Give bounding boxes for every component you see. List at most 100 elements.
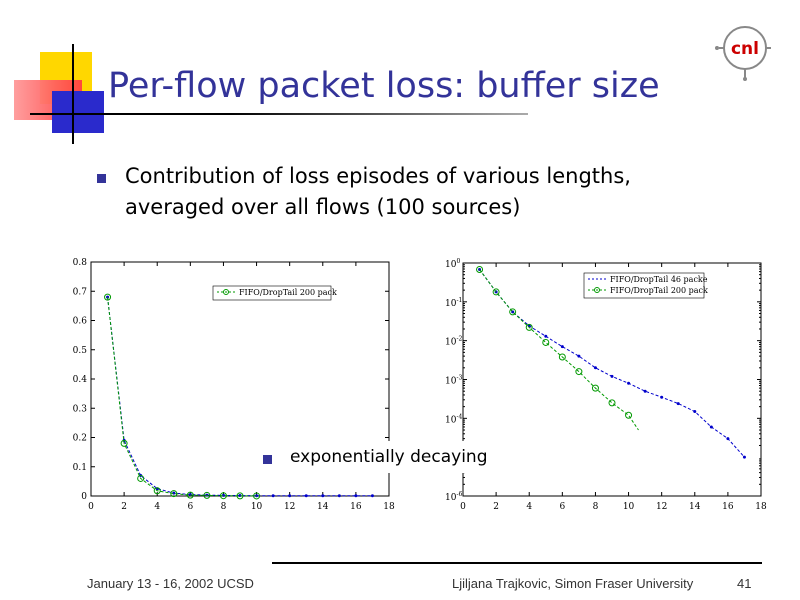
data-point [660,395,664,399]
y-tick-label: 10-1 [445,297,462,309]
bullet-marker [97,174,106,183]
series-line [107,297,257,497]
footer-date: January 13 - 16, 2002 UCSD [87,576,254,591]
x-tick-label: 18 [755,502,767,512]
x-tick-label: 16 [722,502,734,512]
data-point [271,494,275,498]
deco-vertical-line [72,44,74,144]
y-tick-label: 0.6 [73,317,88,327]
data-point [104,293,112,301]
data-point [153,487,161,495]
y-tick-label: 0.1 [73,463,87,473]
data-point [337,494,341,498]
x-tick-label: 4 [526,502,532,512]
x-tick-label: 14 [317,502,329,512]
data-point [558,353,566,361]
y-tick-label: 0.4 [73,375,88,385]
legend-box [583,272,705,299]
data-point [304,494,308,498]
x-tick-label: 2 [121,502,127,512]
data-point [643,389,647,393]
y-tick-label: 10-2 [445,336,462,348]
logo-text: cnl [731,39,759,59]
data-point [544,334,548,338]
title-underline [30,113,528,115]
x-tick-label: 4 [154,502,160,512]
data-point [288,494,292,498]
deco-blue-square [52,91,104,133]
x-tick-label: 8 [593,502,599,512]
data-point [219,492,227,500]
legend-box [212,285,332,301]
x-tick-label: 6 [559,502,565,512]
legend-marker [594,287,600,293]
footer-author: Ljiljana Trajkovic, Simon Fraser Univers… [452,576,694,591]
y-tick-label: 0.5 [73,346,88,356]
footer-page: 41 [737,576,752,591]
data-point [726,437,730,441]
data-point [627,381,631,385]
x-tick-label: 10 [623,502,635,512]
y-tick-label: 0.8 [73,258,88,268]
data-point [476,266,484,274]
bullet-text-main: Contribution of loss episodes of various… [125,164,631,219]
data-point [625,411,633,419]
y-tick-label: 0.3 [73,404,88,414]
x-tick-label: 12 [656,502,667,512]
data-point [120,439,128,447]
data-point [575,368,583,376]
data-point [610,374,614,378]
x-tick-label: 0 [88,502,94,512]
data-point [236,492,244,500]
data-point [370,494,374,498]
data-point [709,425,713,429]
data-point [577,354,581,358]
legend-entry: FIFO/DropTail 200 pack [610,286,708,295]
legend-entry: FIFO/DropTail 46 packe [610,275,708,284]
footer-line [272,562,762,564]
y-tick-label: 0.2 [73,434,87,444]
y-tick-label: 0 [81,492,87,502]
chart-linear: 0 2 4 6 8 10 12 14 16 18 0 0.1 0.2 0.3 0.4 0.5 0.6 0.7 0.8… [73,258,395,512]
data-point [321,494,325,498]
data-point [170,490,178,498]
data-point [354,494,358,498]
data-point [593,366,597,370]
data-point [509,308,517,316]
x-tick-label: 12 [284,502,295,512]
data-point [676,402,680,406]
x-tick-label: 2 [493,502,499,512]
data-point [542,338,550,346]
y-tick-label: 10-4 [445,413,462,425]
data-point [492,288,500,296]
plot-area [462,262,762,497]
slide-title: Per-flow packet loss: buffer size [108,66,660,106]
data-point [253,492,261,500]
x-tick-label: 8 [221,502,227,512]
series-line [479,269,639,431]
x-tick-label: 16 [350,502,362,512]
legend-entry: FIFO/DropTail 200 pack [239,288,337,297]
chart-log: 0 2 4 6 8 10 12 14 16 18 100 10-1 10-2 10-3 10-4 10-6 FI… [445,258,767,512]
data-point [525,323,533,331]
x-tick-label: 6 [187,502,193,512]
bullet-marker-note [263,455,272,464]
data-point [203,491,211,499]
y-tick-label: 10-3 [445,375,462,387]
data-point [591,384,599,392]
y-tick-label: 10-6 [445,491,462,503]
y-tick-label: 0.7 [73,287,88,297]
data-point [560,345,564,349]
x-tick-label: 14 [689,502,701,512]
data-point [608,399,616,407]
data-point [137,474,145,482]
data-point [742,455,746,459]
x-tick-label: 18 [383,502,395,512]
data-point [186,491,194,499]
note-background [252,441,490,473]
bullet-text-note: exponentially decaying [290,447,488,467]
legend-marker [223,289,229,295]
data-point [693,409,697,413]
cnl-logo: cnl [715,26,771,81]
y-tick-label: 100 [445,258,460,270]
